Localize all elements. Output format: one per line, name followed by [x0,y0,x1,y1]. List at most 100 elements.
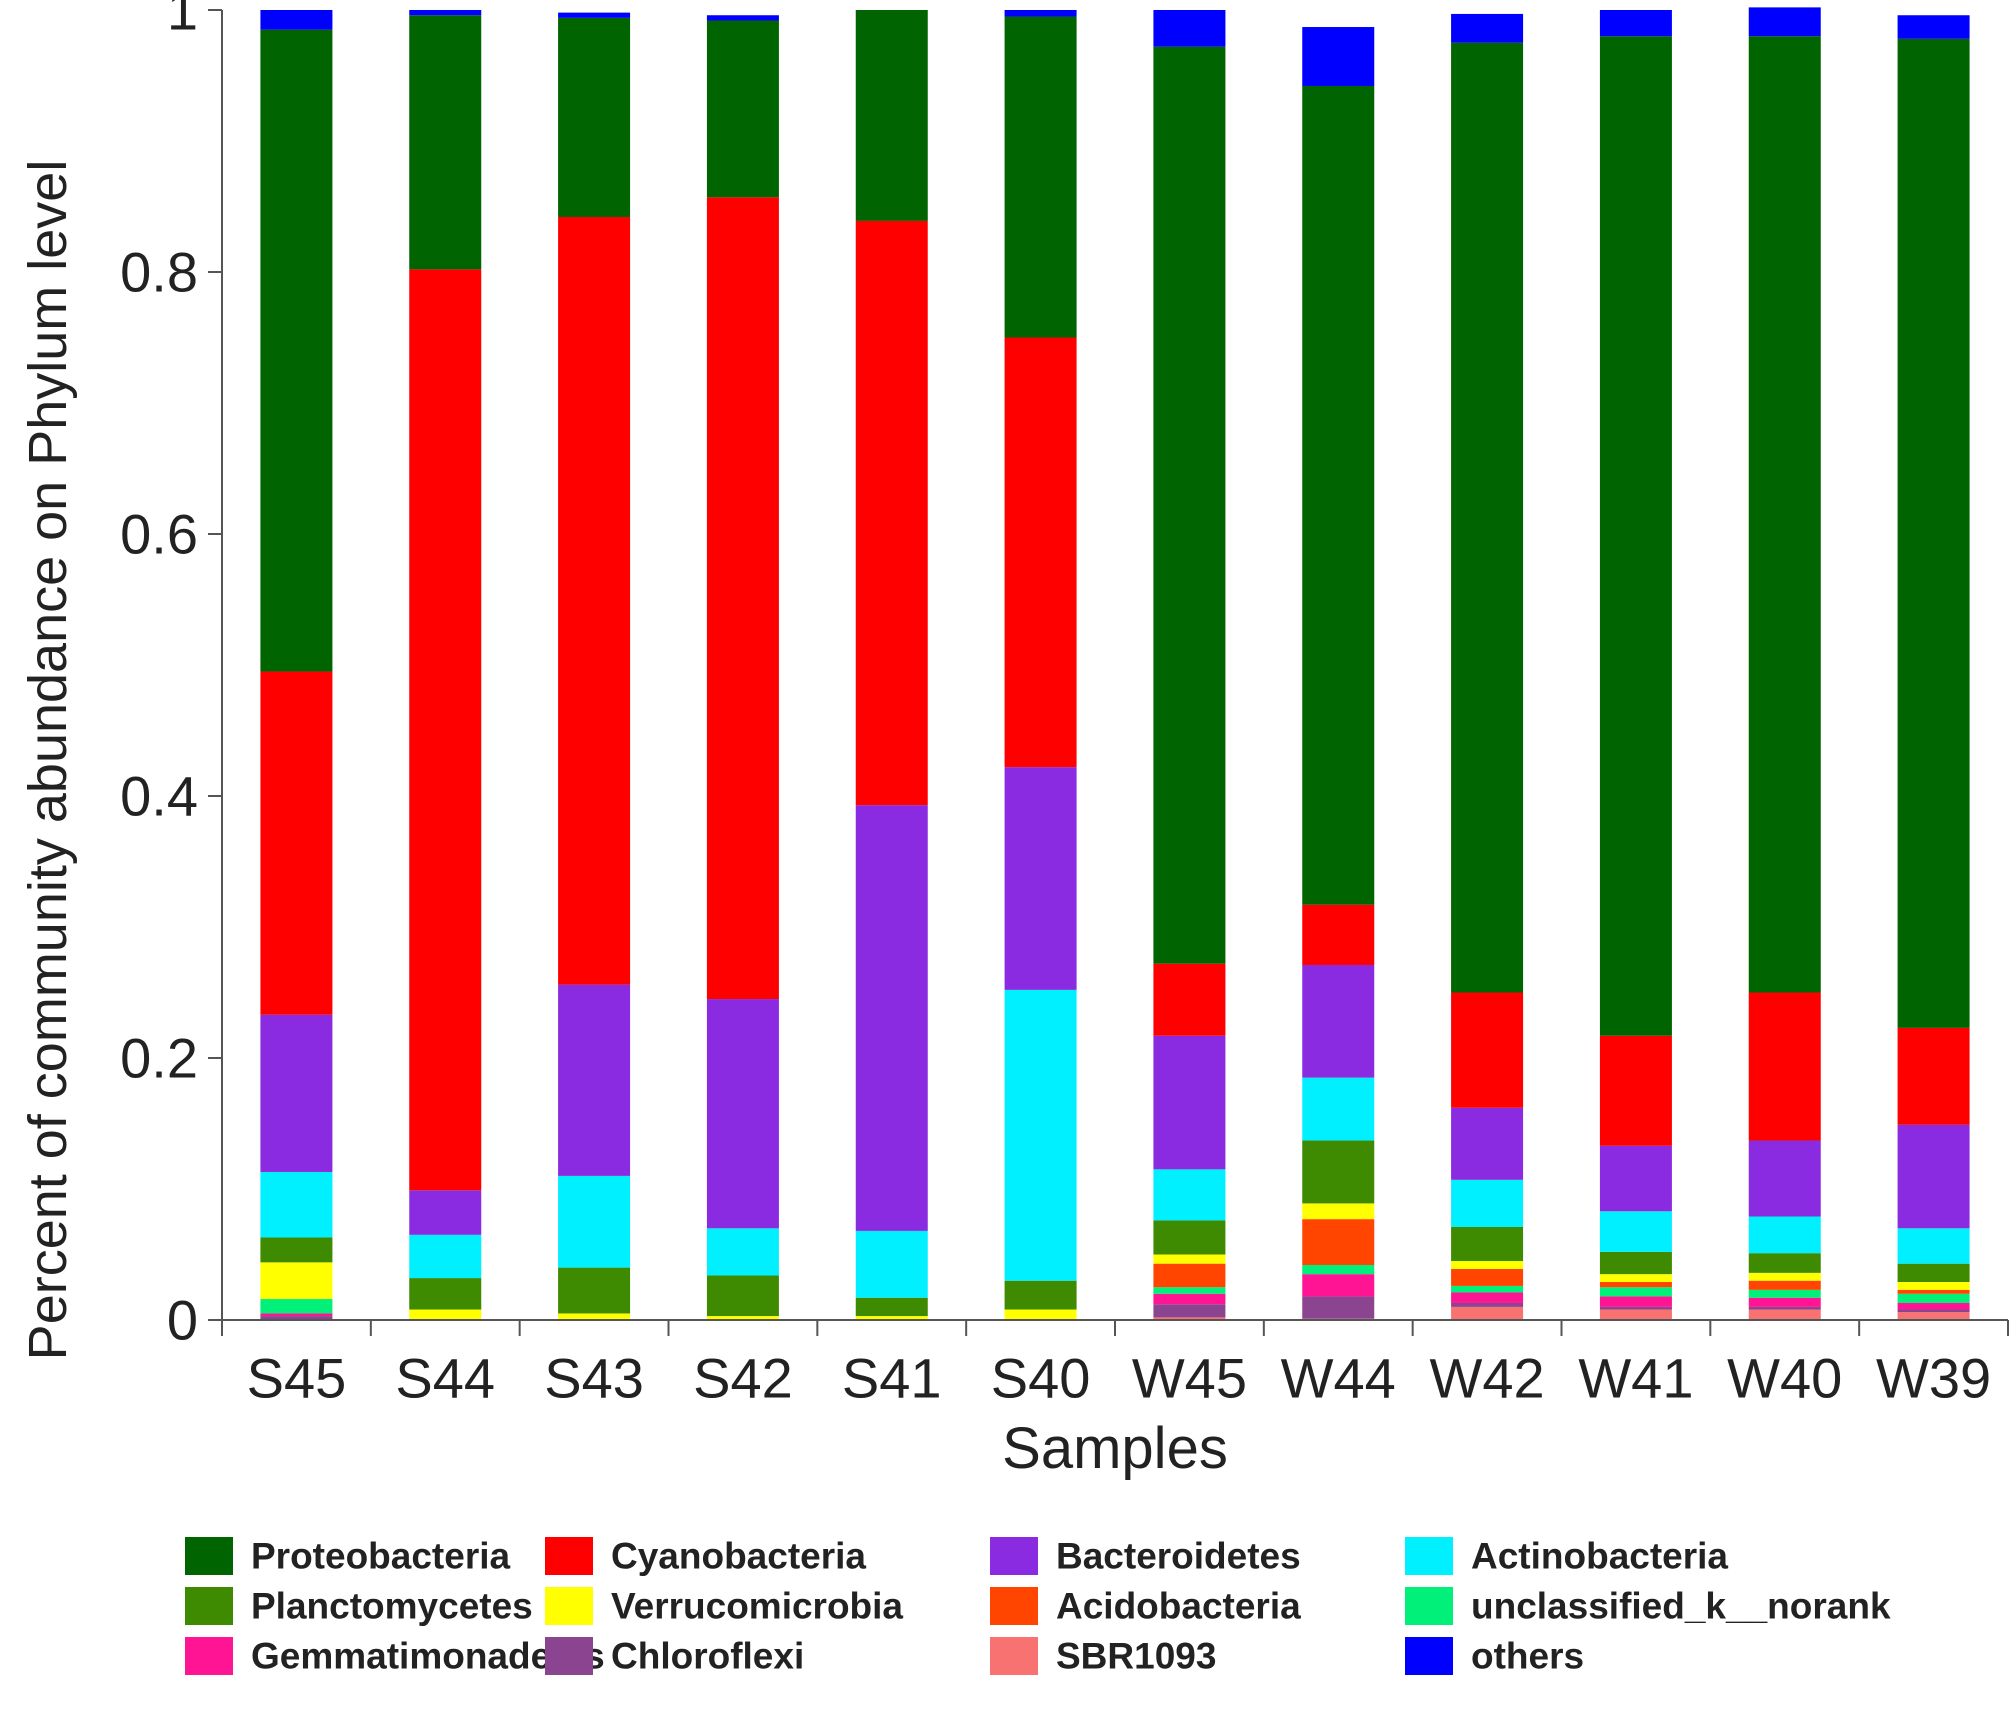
legend-swatch [185,1587,233,1625]
bar-w40-proteobacteria [1748,36,1821,993]
bar-w45-planctomycetes [1153,1220,1226,1255]
bar-w44-verrucomicrobia [1302,1203,1375,1220]
bar-s43-cyanobacteria [558,216,631,985]
bar-w39-planctomycetes [1897,1263,1970,1283]
x-tick-label-s43: S43 [544,1347,644,1410]
legend-label: Verrucomicrobia [611,1586,903,1627]
legend-item-acidobacteria: Acidobacteria [990,1586,1301,1627]
bar-s41-cyanobacteria [855,220,928,806]
bar-s41-bacteroidetes [855,805,928,1231]
y-tick-label: 0.8 [120,241,198,304]
legend-item-chloroflexi: Chloroflexi [545,1636,804,1677]
bar-s40-proteobacteria [1004,16,1077,338]
x-tick-label-w41: W41 [1578,1347,1693,1410]
bar-s43-others [558,12,631,18]
bar-w42-chloroflexi [1451,1302,1524,1307]
x-tick-label-s41: S41 [842,1347,942,1410]
x-tick-label-w39: W39 [1876,1347,1991,1410]
bar-w45-unclassified-k-norank [1153,1287,1226,1294]
x-tick-label-s44: S44 [395,1347,495,1410]
bar-s42-cyanobacteria [706,197,779,1000]
bar-w39-actinobacteria [1897,1228,1970,1264]
bar-w45-gemmatimonadetes [1153,1293,1226,1305]
x-ticks: S45 S44 S43 S42 S41 S40 W45 W44 W42 W41 W40 W39 [221,1320,2009,1410]
legend-label: others [1471,1636,1584,1677]
bar-w45-bacteroidetes [1153,1035,1226,1170]
bar-w45-sbr1093 [1153,1317,1226,1320]
bar-s45-actinobacteria [260,1171,333,1238]
bar-s42-others [706,15,779,21]
bar-s43-proteobacteria [558,17,631,217]
bar-s40-verrucomicrobia [1004,1309,1077,1320]
bar-w39-gemmatimonadetes [1897,1302,1970,1310]
bar-w44-bacteroidetes [1302,964,1375,1078]
legend-item-others: others [1405,1636,1584,1677]
bar-s40-planctomycetes [1004,1280,1077,1310]
bar-s43-actinobacteria [558,1175,631,1268]
bar-s40-bacteroidetes [1004,767,1077,990]
legend-item-proteobacteria: Proteobacteria [185,1536,511,1577]
bar-s40-actinobacteria [1004,989,1077,1281]
bar-w45-chloroflexi [1153,1304,1226,1318]
bar-s40-others [1004,10,1077,17]
bar-w44-unclassified-k-norank [1302,1264,1375,1275]
bar-w40-bacteroidetes [1748,1140,1821,1217]
bar-w42-sbr1093 [1451,1306,1524,1320]
legend-swatch [990,1537,1038,1575]
bar-s45-cyanobacteria [260,671,333,1015]
bar-s41-verrucomicrobia [855,1316,928,1320]
y-tick-label: 0.6 [120,503,198,566]
legend-label: Proteobacteria [251,1536,511,1577]
bar-w41-proteobacteria [1599,36,1672,1036]
bar-s45-planctomycetes [260,1237,333,1263]
legend-item-cyanobacteria: Cyanobacteria [545,1536,866,1577]
bar-s41-actinobacteria [855,1230,928,1298]
y-tick-label: 1 [167,0,198,42]
bar-w44-acidobacteria [1302,1219,1375,1265]
bar-s44-planctomycetes [409,1278,482,1310]
legend-label: Bacteroidetes [1056,1536,1301,1577]
bar-w44-planctomycetes [1302,1140,1375,1204]
bar-s45-bacteroidetes [260,1014,333,1172]
bar-w40-planctomycetes [1748,1253,1821,1273]
bar-s42-actinobacteria [706,1228,779,1276]
bar-w42-cyanobacteria [1451,992,1524,1108]
legend-swatch [990,1637,1038,1675]
legend-label: Planctomycetes [251,1586,533,1627]
bar-s44-cyanobacteria [409,269,482,1191]
bar-s42-proteobacteria [706,20,779,198]
bar-w41-bacteroidetes [1599,1145,1672,1212]
bar-s42-bacteroidetes [706,999,779,1229]
legend-swatch [545,1587,593,1625]
x-tick-label-w40: W40 [1727,1347,1842,1410]
bar-w41-actinobacteria [1599,1211,1672,1252]
bar-w39-unclassified-k-norank [1897,1293,1970,1303]
bar-w44-actinobacteria [1302,1077,1375,1141]
legend-swatch [1405,1537,1453,1575]
bar-w42-acidobacteria [1451,1268,1524,1286]
bar-w44-gemmatimonadetes [1302,1274,1375,1297]
bar-s44-proteobacteria [409,15,482,270]
bar-w44-others [1302,27,1375,86]
x-tick-label-s42: S42 [693,1347,793,1410]
bar-w40-chloroflexi [1748,1306,1821,1310]
legend-label: SBR1093 [1056,1636,1216,1677]
bar-w40-verrucomicrobia [1748,1272,1821,1281]
legend-label: Actinobacteria [1471,1536,1728,1577]
x-tick-label-s40: S40 [991,1347,1091,1410]
bar-w40-others [1748,7,1821,37]
legend-label: Chloroflexi [611,1636,804,1677]
bar-w41-unclassified-k-norank [1599,1287,1672,1297]
bar-w45-verrucomicrobia [1153,1254,1226,1264]
legend-swatch [1405,1637,1453,1675]
bars-layer [260,7,1970,1320]
bar-w39-others [1897,15,1970,39]
bar-w42-others [1451,13,1524,43]
bar-w42-planctomycetes [1451,1226,1524,1262]
bar-w41-sbr1093 [1599,1309,1672,1320]
bar-s45-proteobacteria [260,29,333,672]
bar-s45-verrucomicrobia [260,1262,333,1300]
bar-w45-proteobacteria [1153,46,1226,964]
bar-w40-cyanobacteria [1748,992,1821,1141]
bar-s43-verrucomicrobia [558,1313,631,1320]
